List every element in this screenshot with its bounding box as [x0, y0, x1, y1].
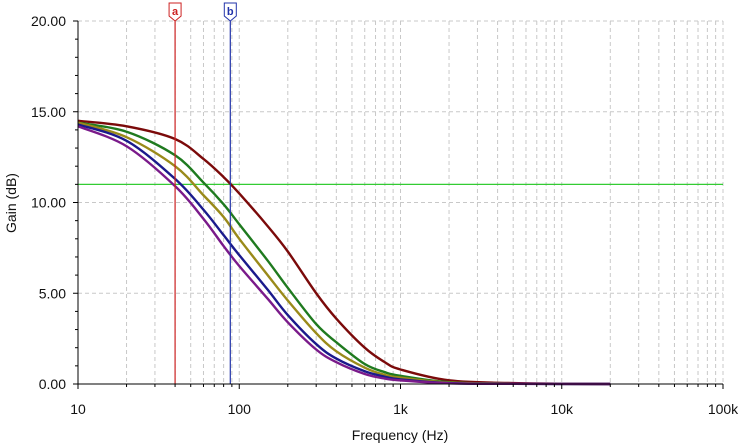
x-tick-label: 100k	[708, 401, 739, 417]
grid	[78, 20, 724, 384]
x-tick-label: 10	[70, 401, 86, 417]
series-layer	[77, 119, 611, 386]
tick-labels: 0.00 5.00 10.00 15.00 20.00 10 100 1k 10k 100k	[31, 13, 739, 417]
cursor-handle[interactable]	[168, 2, 182, 22]
x-tick-label: 10k	[550, 401, 574, 417]
y-axis-title: Gain (dB)	[3, 173, 19, 233]
x-axis-title: Frequency (Hz)	[352, 427, 448, 443]
y-tick-label: 10.00	[31, 195, 66, 211]
cursor-b[interactable]: b	[223, 2, 237, 384]
y-tick-label: 20.00	[31, 13, 66, 29]
y-tick-label: 15.00	[31, 104, 66, 120]
cursor-label: a	[172, 6, 179, 18]
y-tick-label: 5.00	[39, 285, 66, 301]
y-tick-label: 0.00	[39, 376, 66, 392]
x-tick-label: 1k	[393, 401, 409, 417]
x-tick-label: 100	[228, 401, 252, 417]
series-line-curve-5	[77, 125, 611, 386]
cursor-a[interactable]: a	[168, 2, 182, 384]
cursor-label: b	[227, 6, 234, 18]
series-line-curve-1	[77, 119, 611, 386]
cursor-handle[interactable]	[223, 2, 237, 22]
